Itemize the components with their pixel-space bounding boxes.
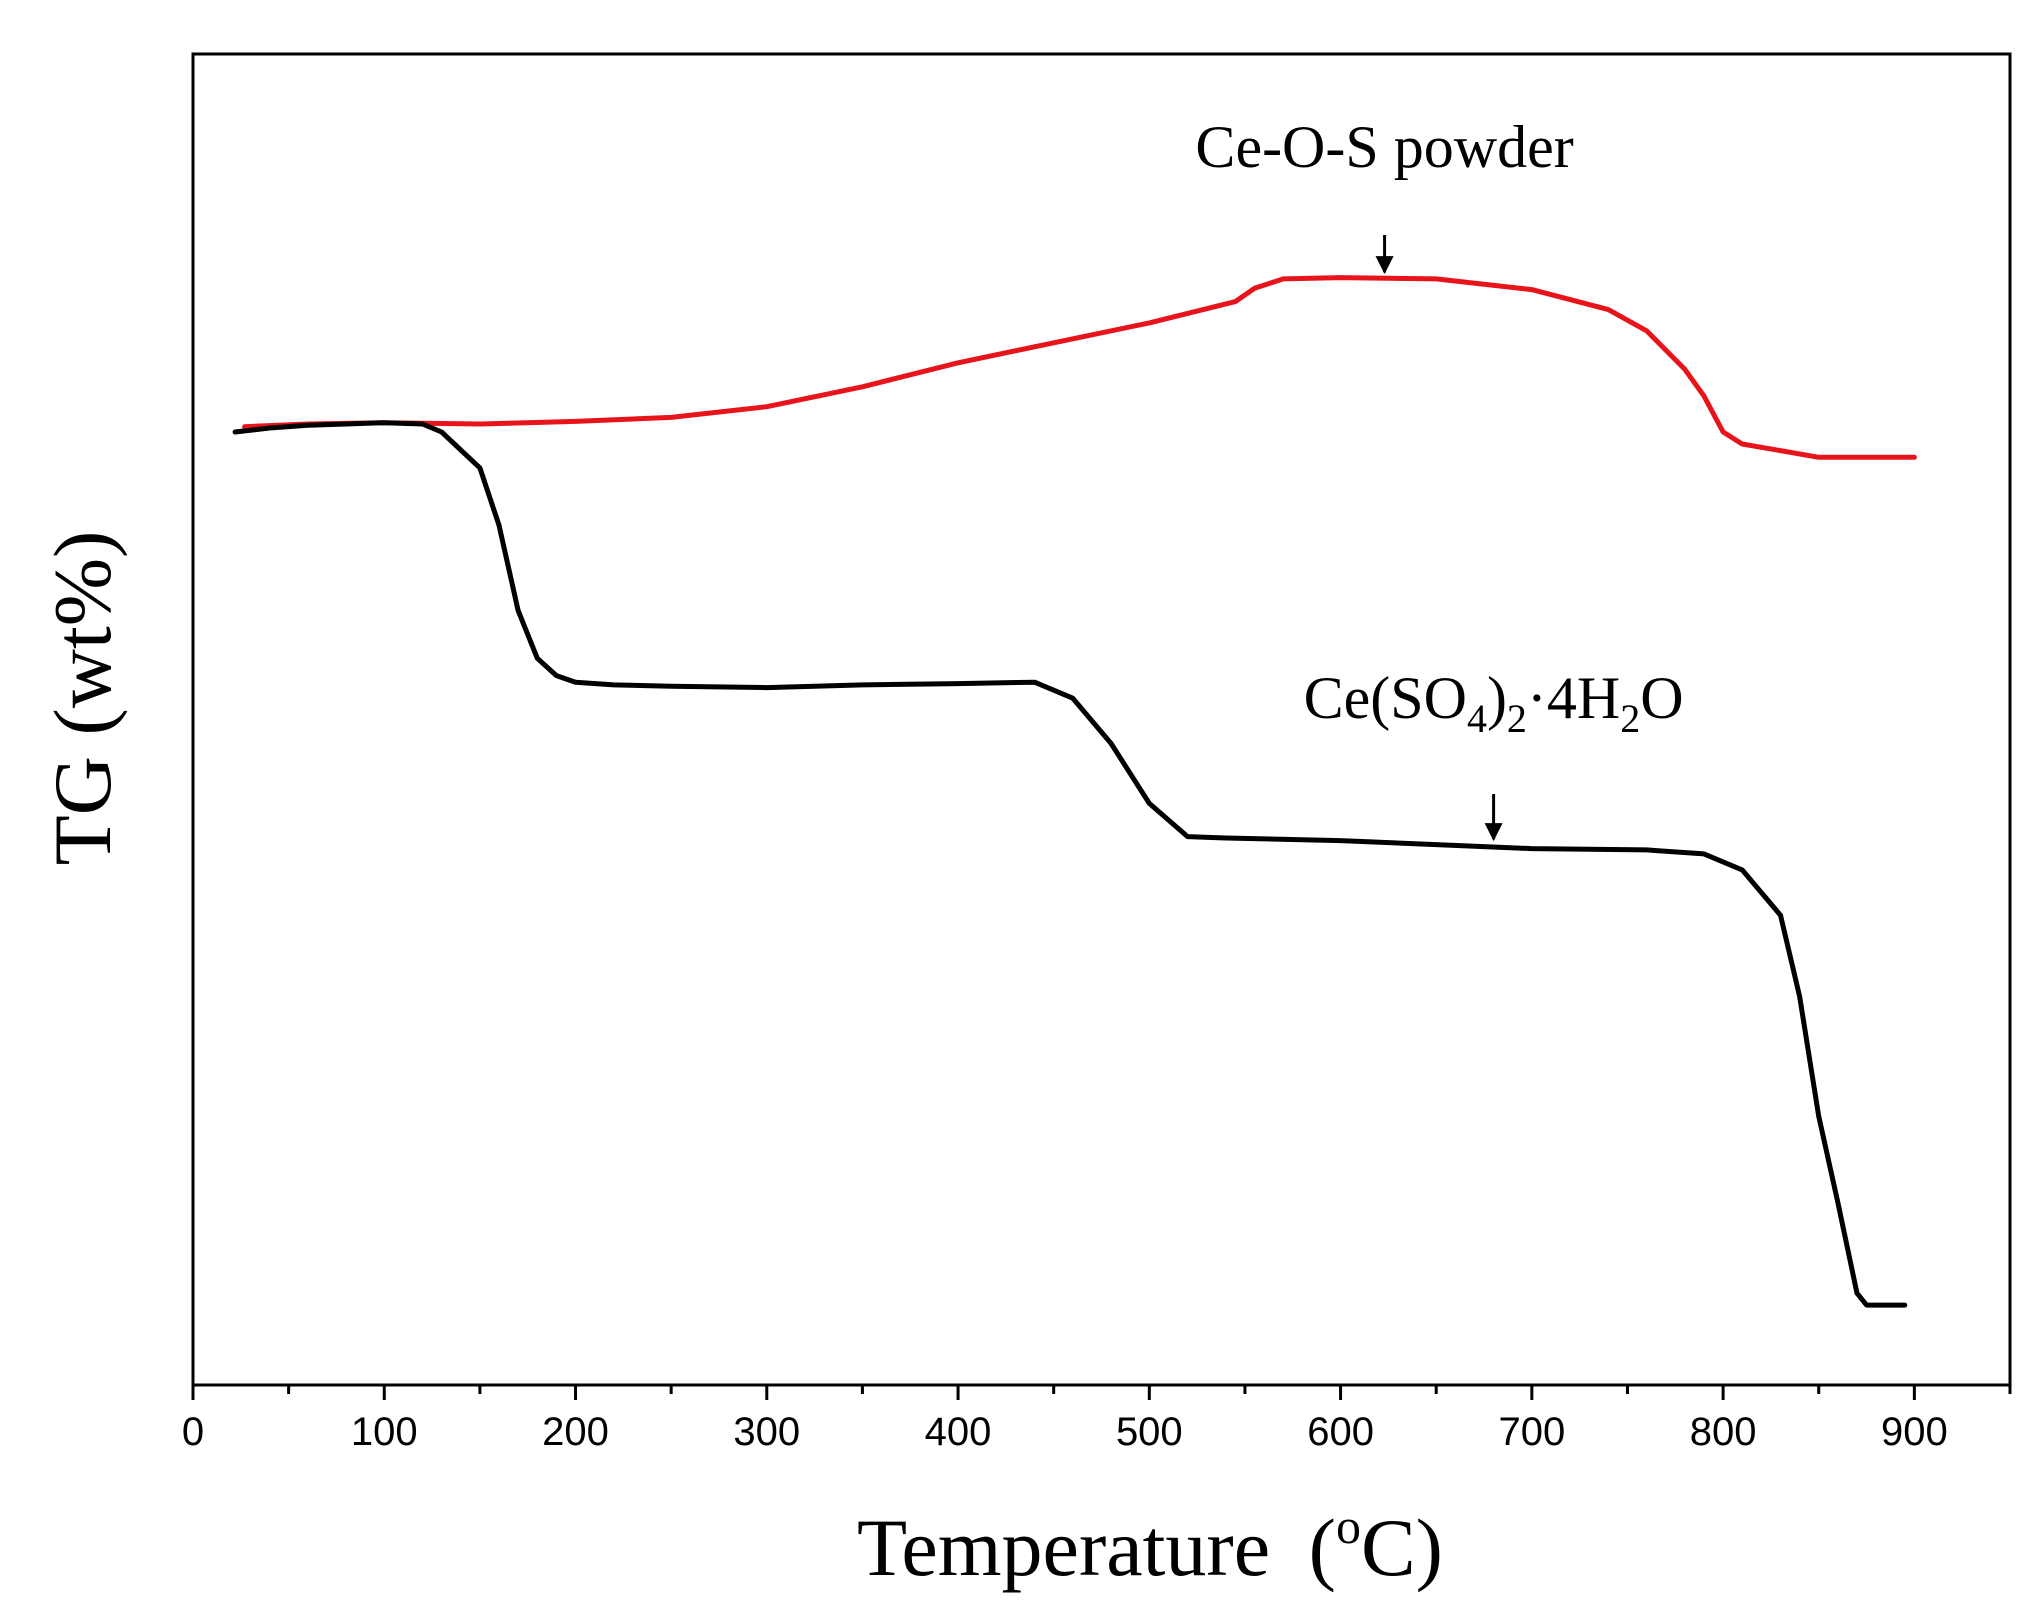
x-tick-label: 500 xyxy=(1116,1410,1183,1454)
x-axis-unit-tail: C xyxy=(1361,1502,1416,1593)
annotations: Ce-O-S powder Ce(SO4)2·4H2O xyxy=(1195,114,1684,842)
x-axis-title-text: Temperature xyxy=(857,1502,1270,1593)
x-tick-label: 700 xyxy=(1498,1410,1565,1454)
annotation-ce-sulfate-hydrate: Ce(SO4)2·4H2O xyxy=(1304,665,1684,842)
x-tick-label: 800 xyxy=(1690,1410,1757,1454)
x-tick-label: 0 xyxy=(182,1410,204,1454)
x-tick-label: 100 xyxy=(351,1410,418,1454)
series-line-ce-sulfate-hydrate xyxy=(232,420,1908,1308)
x-tick-label: 300 xyxy=(733,1410,800,1454)
x-axis-title: Temperature (oC) xyxy=(857,1498,1443,1593)
series-group xyxy=(232,420,1908,1308)
x-axis-ticks: 0 100 200 300 400 500 600 700 800 900 xyxy=(182,1385,2012,1454)
annotation-ce-o-s-powder: Ce-O-S powder xyxy=(1195,114,1574,275)
x-tick-label: 200 xyxy=(542,1410,609,1454)
plot-frame xyxy=(191,52,2012,1387)
x-axis-unit-sup: o xyxy=(1336,1498,1361,1554)
series-group xyxy=(242,275,1917,460)
y-axis-title: TG (wt%) xyxy=(37,531,128,866)
x-tick-label: 900 xyxy=(1881,1410,1948,1454)
x-tick-label: 400 xyxy=(925,1410,992,1454)
x-tick-label: 600 xyxy=(1307,1410,1374,1454)
plot-border xyxy=(191,52,2012,1387)
series-line-ce-o-s-powder xyxy=(242,275,1917,460)
x-axis-title-paren-close: ) xyxy=(1416,1502,1443,1593)
annotation-label: Ce-O-S powder xyxy=(1195,114,1573,180)
x-axis-title-paren: ( xyxy=(1309,1502,1336,1593)
data-series xyxy=(232,275,1917,1308)
annotation-label: Ce(SO4)2·4H2O xyxy=(1304,665,1684,741)
